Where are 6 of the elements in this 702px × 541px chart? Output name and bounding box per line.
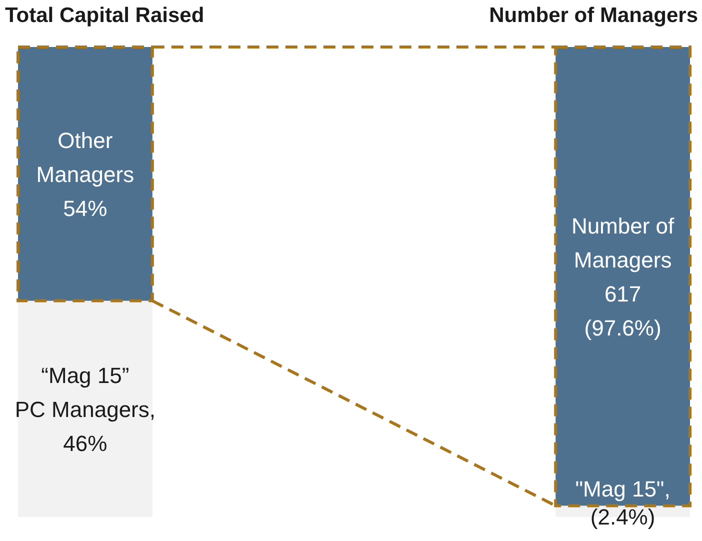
x-tick-label: Number of Managers [489, 4, 698, 27]
x-tick-label: Total Capital Raised [5, 4, 204, 27]
data-label: "Mag 15", (2.4%) [575, 476, 670, 530]
data-label: “Mag 15” PC Managers, 46% [14, 362, 156, 456]
data-label: Number of Managers 617 (97.6%) [571, 213, 676, 340]
data-label: Other Managers 54% [36, 128, 134, 221]
